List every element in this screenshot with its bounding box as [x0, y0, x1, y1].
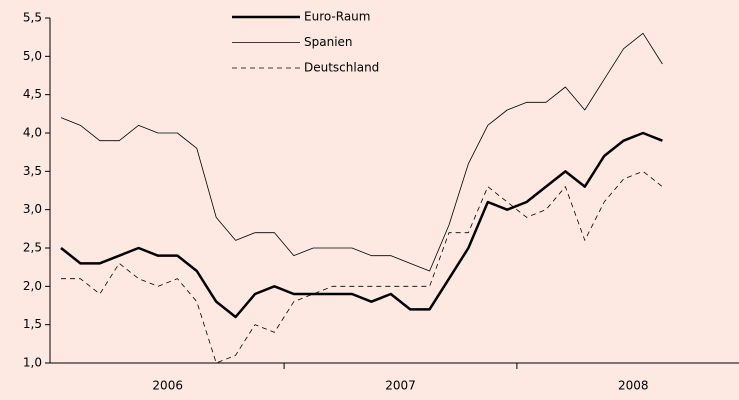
- x-group-label: 2007: [385, 379, 416, 393]
- y-tick-label: 5,0: [23, 49, 42, 63]
- y-tick-label: 2,0: [23, 279, 42, 293]
- y-tick-label: 3,0: [23, 202, 42, 216]
- x-group-label: 2008: [618, 379, 649, 393]
- x-group-label: 2006: [152, 379, 183, 393]
- y-tick-label: 4,0: [23, 126, 42, 140]
- y-tick-label: 3,5: [23, 164, 42, 178]
- series-line: [60, 131, 663, 319]
- y-tick-label: 2,5: [23, 241, 42, 255]
- y-tick-label: 1,0: [23, 356, 42, 370]
- legend-label: Spanien: [304, 35, 353, 49]
- series-line: [61, 170, 663, 364]
- legend-label: Deutschland: [304, 61, 379, 75]
- series-line: [60, 32, 663, 272]
- y-tick-label: 4,5: [23, 87, 42, 101]
- y-tick-label: 5,5: [23, 11, 42, 25]
- legend-label: Euro-Raum: [304, 10, 370, 24]
- y-tick-label: 1,5: [23, 317, 42, 331]
